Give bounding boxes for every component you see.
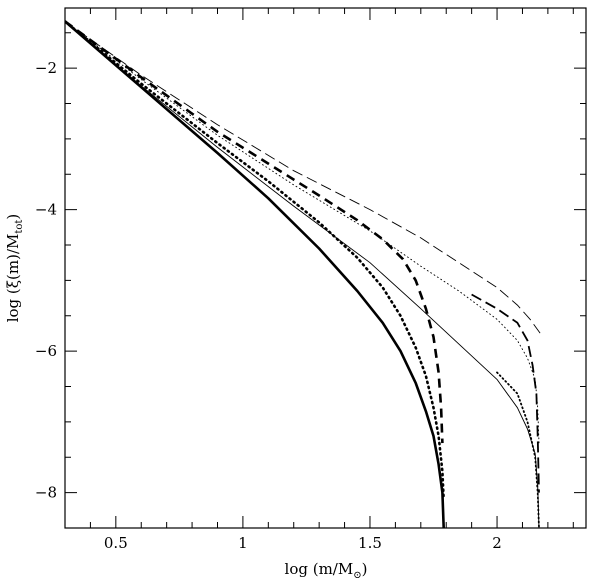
y-tick-label: −8 bbox=[35, 484, 57, 502]
x-tick-label: 1.5 bbox=[358, 534, 382, 552]
x-axis-label-close: ) bbox=[362, 560, 368, 578]
x-tick-label: 1 bbox=[238, 534, 248, 552]
ticks-layer bbox=[64, 8, 586, 529]
y-tick-label: −4 bbox=[35, 201, 57, 219]
x-axis-label-text: log (m/M bbox=[285, 560, 354, 578]
x-tick-label: 2 bbox=[492, 534, 502, 552]
tick-labels-layer: 0.5 1 1.5 2 −2 −4 −6 −8 bbox=[35, 59, 502, 552]
series-line-3 bbox=[65, 20, 444, 444]
series-layer bbox=[65, 20, 541, 528]
series-line-7 bbox=[471, 293, 540, 493]
x-axis-label: log (m/M⊙) bbox=[285, 560, 368, 581]
series-line-8 bbox=[496, 371, 540, 528]
y-tick-label: −2 bbox=[35, 59, 57, 77]
series-line-1 bbox=[65, 20, 445, 528]
x-tick-label: 0.5 bbox=[104, 534, 128, 552]
series-line-6 bbox=[65, 21, 541, 334]
y-axis-label: log (ξ(m)/Mtot) bbox=[4, 214, 25, 323]
x-axis-label-subscript: ⊙ bbox=[353, 570, 361, 581]
y-axis-label-subscript: tot bbox=[14, 220, 25, 234]
plot-frame bbox=[64, 7, 587, 529]
series-line-2 bbox=[65, 20, 445, 501]
y-tick-label: −6 bbox=[35, 342, 57, 360]
y-axis-label-text: log (ξ(m)/M bbox=[4, 234, 22, 323]
y-axis-label-close: ) bbox=[4, 214, 22, 220]
